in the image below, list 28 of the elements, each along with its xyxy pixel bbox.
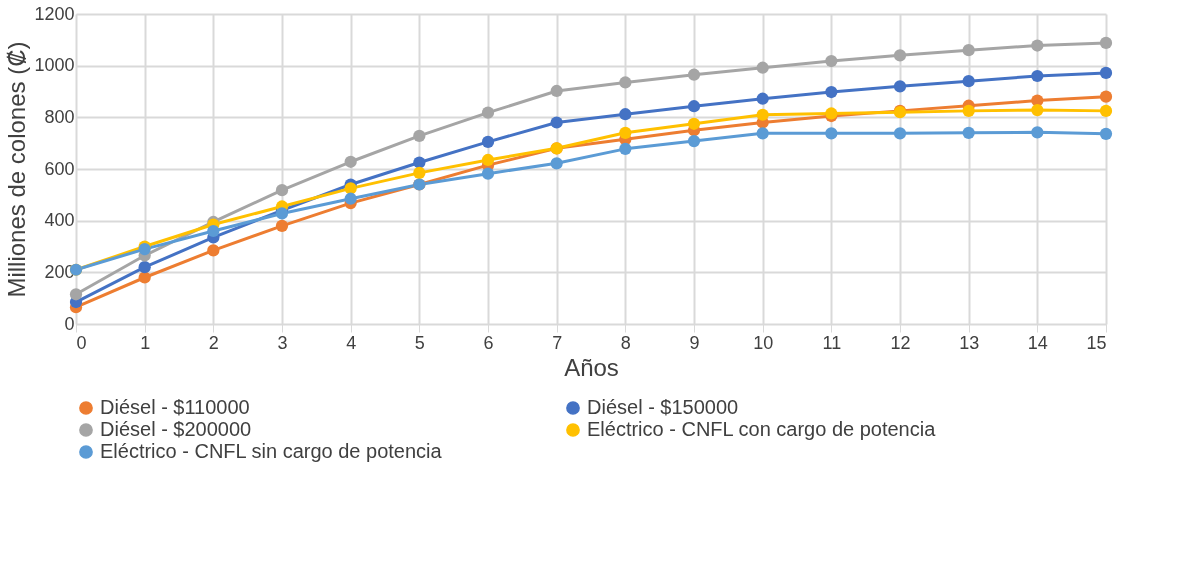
y-tick-label: 600 [44,158,75,179]
legend-label: Eléctrico - CNFL con cargo de potencia [587,418,937,440]
y-tick-label: 1200 [34,3,75,24]
y-tick-label: 400 [44,210,75,231]
x-tick-label: 3 [277,332,288,353]
x-tick-label: 6 [483,332,494,353]
legend-label: Eléctrico - CNFL sin cargo de potencia [100,440,443,462]
x-tick-label: 14 [1027,332,1048,353]
x-tick-label: 1 [140,332,151,353]
x-tick-label: 2 [208,332,219,353]
x-tick-label: 15 [1086,332,1107,353]
y-tick-label: 800 [44,106,75,127]
y-axis-title: Milliones de colones (₡) [3,41,31,298]
legend-label: Diésel - $150000 [587,396,739,418]
y-tick-label: 0 [64,313,75,334]
legend-label: Diésel - $110000 [100,396,250,418]
x-tick-label: 4 [346,332,357,353]
legend-label: Diésel - $200000 [100,418,252,440]
x-tick-label: 12 [890,332,911,353]
x-tick-label: 9 [689,332,700,353]
x-tick-label: 13 [959,332,980,353]
x-axis-title: Años [564,353,619,381]
x-tick-label: 10 [753,332,774,353]
x-tick-label: 11 [822,332,842,353]
y-tick-label: 1000 [34,55,75,76]
x-tick-label: 8 [620,332,631,353]
x-tick-label: 5 [414,332,425,353]
x-tick-label: 7 [552,332,563,353]
